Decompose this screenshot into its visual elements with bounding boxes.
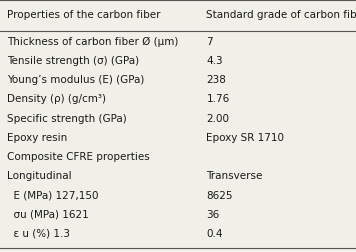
Text: 36: 36 xyxy=(206,209,220,219)
Text: 2.00: 2.00 xyxy=(206,113,230,123)
Text: Epoxy SR 1710: Epoxy SR 1710 xyxy=(206,132,284,142)
Text: Properties of the carbon fiber: Properties of the carbon fiber xyxy=(7,10,161,20)
Text: 238: 238 xyxy=(206,75,226,85)
Text: Tensile strength (σ) (GPa): Tensile strength (σ) (GPa) xyxy=(7,56,139,66)
Text: Longitudinal: Longitudinal xyxy=(7,171,72,181)
Text: Composite CFRE properties: Composite CFRE properties xyxy=(7,151,150,162)
Text: Young’s modulus (E) (GPa): Young’s modulus (E) (GPa) xyxy=(7,75,145,85)
Text: Transverse: Transverse xyxy=(206,171,263,181)
Text: 4.3: 4.3 xyxy=(206,56,223,66)
Text: Specific strength (GPa): Specific strength (GPa) xyxy=(7,113,127,123)
Text: Standard grade of carbon fiber: Standard grade of carbon fiber xyxy=(206,10,356,20)
Text: 0.4: 0.4 xyxy=(206,228,223,238)
Text: 8625: 8625 xyxy=(206,190,233,200)
Text: Thickness of carbon fiber Ø (μm): Thickness of carbon fiber Ø (μm) xyxy=(7,37,178,47)
Text: σu (MPa) 1621: σu (MPa) 1621 xyxy=(7,209,89,219)
Text: E (MPa) 127,150: E (MPa) 127,150 xyxy=(7,190,99,200)
Text: 1.76: 1.76 xyxy=(206,94,230,104)
Text: 7: 7 xyxy=(206,37,213,47)
Text: ε u (%) 1.3: ε u (%) 1.3 xyxy=(7,228,70,238)
Text: Epoxy resin: Epoxy resin xyxy=(7,132,67,142)
Text: Density (ρ) (g/cm³): Density (ρ) (g/cm³) xyxy=(7,94,106,104)
